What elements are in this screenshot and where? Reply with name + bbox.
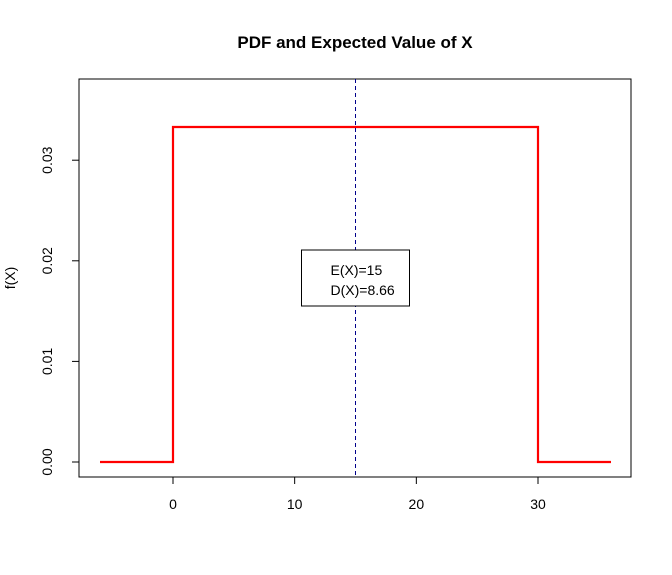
- x-tick-label: 20: [409, 496, 425, 512]
- x-tick-label: 0: [169, 496, 177, 512]
- pdf-series-line: [100, 125, 611, 464]
- annotation-frame: [301, 249, 410, 307]
- y-tick-label: 0.02: [39, 247, 55, 274]
- y-tick-label: 0.01: [39, 348, 55, 375]
- y-axis: 0.00 0.01 0.02 0.03: [39, 146, 80, 476]
- chart-title: PDF and Expected Value of X: [237, 33, 473, 52]
- y-axis-label: f(X): [2, 267, 18, 290]
- x-axis: 0 10 20 30: [169, 476, 546, 512]
- y-tick-label: 0.00: [39, 448, 55, 475]
- expected-value-label: E(X)=15: [331, 262, 383, 278]
- series-layer: [100, 125, 611, 464]
- x-tick-label: 10: [287, 496, 303, 512]
- std-deviation-label: D(X)=8.66: [331, 282, 395, 298]
- annotation-box: E(X)=15 D(X)=8.66: [301, 249, 410, 307]
- x-tick-label: 30: [530, 496, 546, 512]
- y-tick-label: 0.03: [39, 146, 55, 173]
